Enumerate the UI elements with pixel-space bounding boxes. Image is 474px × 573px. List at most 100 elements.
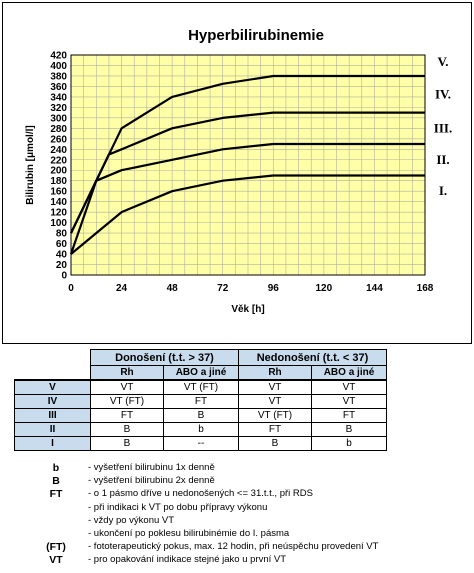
zone-label: II. <box>436 152 449 167</box>
table-cell: B <box>90 422 164 437</box>
legend-description: - vyšetření bilirubinu 2x denně <box>88 475 215 487</box>
row-level: I <box>14 436 91 451</box>
table-row: II B b FT B <box>14 422 387 437</box>
table-row: IV VT (FT) FT VT VT <box>14 394 387 409</box>
y-tick-label: 40 <box>56 250 68 261</box>
y-tick-label: 100 <box>50 218 67 229</box>
legend-item: B - vyšetření bilirubinu 2x denně <box>0 475 474 488</box>
table-cell: VT <box>311 394 387 409</box>
legend-item: b - vyšetření bilirubinu 1x denně <box>0 462 474 475</box>
table-cell: VT (FT) <box>238 408 312 423</box>
legend-item: - ukončení po poklesu bilirubinémie do I… <box>0 528 474 541</box>
y-tick-label: 380 <box>50 71 67 82</box>
legend-item: FT - o 1 pásmo dříve u nedonošených <= 31… <box>0 488 474 501</box>
y-tick-label: 180 <box>50 176 67 187</box>
table-cell: B <box>238 436 312 451</box>
x-tick-label: 48 <box>167 283 179 294</box>
y-axis-label: Bilirubin [μmol/l] <box>25 125 36 204</box>
y-tick-label: 280 <box>50 124 67 135</box>
table-corner <box>15 350 91 366</box>
y-tick-label: 60 <box>56 239 68 250</box>
table-row: I B -- B b <box>14 436 387 451</box>
y-tick-label: 140 <box>50 197 67 208</box>
legend-key: VT <box>49 554 63 567</box>
treatment-table: Donošení (t.t. > 37) Nedonošení (t.t. < … <box>14 349 387 451</box>
chart-title: Hyperbilirubinemie <box>188 27 324 44</box>
y-tick-label: 420 <box>50 51 67 62</box>
table-cell: b <box>163 422 239 437</box>
table-cell: VT <box>238 379 312 395</box>
subheader-abo: ABO a jiné <box>163 365 239 381</box>
table-cell: b <box>311 436 387 451</box>
table-corner <box>15 366 91 381</box>
zone-label: III. <box>434 120 452 135</box>
y-tick-label: 0 <box>61 271 67 282</box>
legend-key: FT <box>49 488 63 501</box>
x-axis-label: Věk [h] <box>231 304 264 315</box>
legend-description: - fototerapeutický pokus, max. 12 hodin,… <box>88 541 379 553</box>
treatment-grid: Donošení (t.t. > 37) Nedonošení (t.t. < … <box>14 349 387 451</box>
subheader-abo: ABO a jiné <box>311 365 387 381</box>
chart-frame: Hyperbilirubinemie 0 20 40 60 80 100 120 140 160 1… <box>2 2 472 344</box>
legend-description: - při indikaci k VT po dobu přípravy výk… <box>88 501 268 513</box>
table-cell: VT <box>90 379 164 395</box>
table-cell: VT <box>311 379 387 395</box>
x-tick-label: 144 <box>366 283 383 294</box>
series-line <box>70 111 425 234</box>
y-tick-label: 200 <box>50 166 67 177</box>
legend-key: B <box>52 475 60 488</box>
table-cell: VT (FT) <box>90 394 164 409</box>
legend-item: - vždy po výkonu VT <box>0 515 474 528</box>
table-cell: FT <box>163 394 239 409</box>
x-tick-label: 168 <box>417 283 434 294</box>
plot-border <box>70 54 426 276</box>
table-cell: B <box>163 408 239 423</box>
legend-item: VT - pro opakování indikace stejné jako u… <box>0 554 474 567</box>
x-tick-label: 120 <box>316 283 333 294</box>
zone-label: V. <box>438 54 449 69</box>
table-cell: B <box>311 422 387 437</box>
table-row: III FT B VT (FT) FT <box>14 408 387 423</box>
zone-label: IV. <box>435 86 451 101</box>
legend-key: (FT) <box>46 541 66 554</box>
legend-description: - pro opakování indikace stejné jako u p… <box>88 554 287 566</box>
y-tick-label: 20 <box>56 260 68 271</box>
legend-description: - o 1 pásmo dříve u nedonošených <= 31.t… <box>88 488 313 500</box>
x-tick-label: 24 <box>116 283 128 294</box>
subheader-rh: Rh <box>90 365 164 381</box>
y-tick-label: 320 <box>50 103 67 114</box>
y-tick-label: 120 <box>50 208 67 219</box>
legend-key: b <box>52 462 60 474</box>
y-tick-label: 220 <box>50 155 67 166</box>
x-tick-label: 72 <box>217 283 229 294</box>
y-tick-label: 240 <box>50 145 67 156</box>
group-header-preterm: Nedonošení (t.t. < 37) <box>238 349 387 366</box>
table-row: V VT VT (FT) VT VT <box>14 379 387 395</box>
zone-label: I. <box>439 183 447 198</box>
y-tick-label: 160 <box>50 187 67 198</box>
table-cell: B <box>90 436 164 451</box>
table-cell: VT <box>238 394 312 409</box>
y-tick-label: 360 <box>50 82 67 93</box>
group-header-term: Donošení (t.t. > 37) <box>90 349 239 366</box>
y-tick-label: 80 <box>56 229 68 240</box>
y-tick-label: 300 <box>50 113 67 124</box>
row-level: II <box>14 422 91 437</box>
series-line <box>70 174 425 255</box>
legend-description: - vyšetření bilirubinu 1x denně <box>88 462 215 473</box>
table-cell: FT <box>90 408 164 423</box>
table-cell: -- <box>163 436 239 451</box>
row-level: III <box>14 408 91 423</box>
table-cell: FT <box>311 408 387 423</box>
row-level: V <box>14 379 91 395</box>
legend-description: - vždy po výkonu VT <box>88 514 175 526</box>
table-cell: FT <box>238 422 312 437</box>
x-tick-label: 96 <box>268 283 280 294</box>
legend-description: - ukončení po poklesu bilirubinémie do I… <box>88 528 290 539</box>
y-tick-label: 340 <box>50 92 67 103</box>
legend-item: - při indikaci k VT po dobu přípravy výk… <box>0 502 474 515</box>
row-level: IV <box>14 394 91 409</box>
table-cell: VT (FT) <box>163 379 239 395</box>
legend-item: (FT) - fototerapeutický pokus, max. 12 ho… <box>0 541 474 554</box>
bilirubin-chart: Hyperbilirubinemie0204060801001201401601… <box>25 27 452 315</box>
